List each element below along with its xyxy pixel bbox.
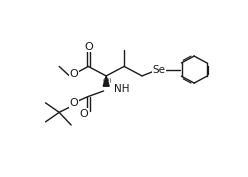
Polygon shape [103,76,109,86]
Text: (D): (D) [102,78,112,83]
Text: NH: NH [114,84,129,94]
Text: O: O [80,109,88,119]
Text: O: O [69,69,78,79]
Text: Se: Se [153,65,166,75]
Text: O: O [85,42,93,52]
Text: O: O [69,98,78,108]
